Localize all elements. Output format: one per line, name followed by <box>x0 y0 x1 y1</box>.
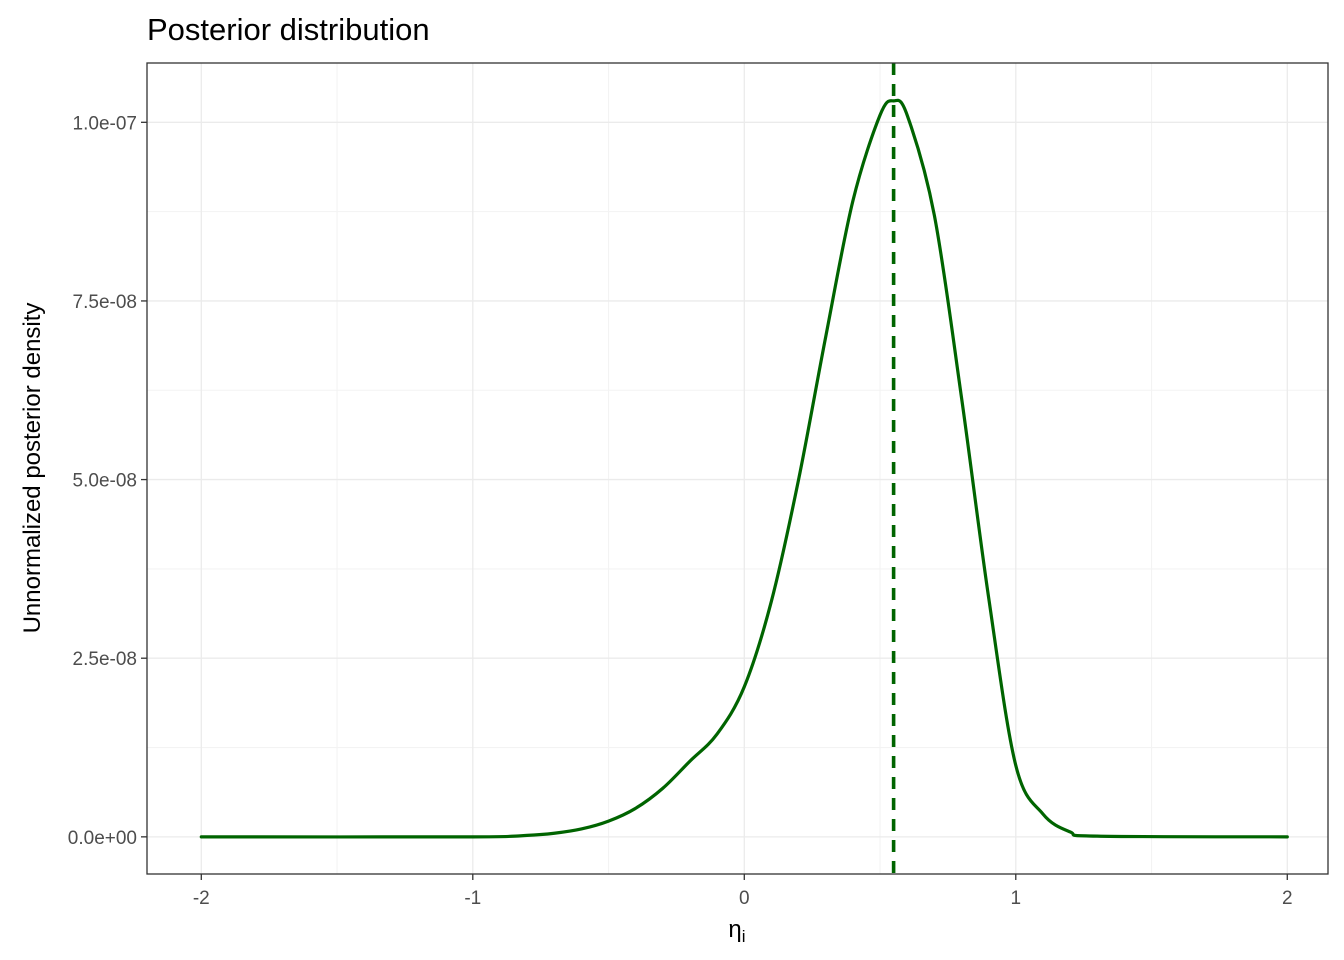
y-tick-label: 7.5e-08 <box>73 292 137 313</box>
chart-title: Posterior distribution <box>147 12 430 47</box>
x-tick-label: -2 <box>193 888 210 909</box>
x-axis: -2 -1 0 1 2 <box>193 874 1293 909</box>
plot-border <box>146 62 1329 875</box>
minor-gridlines <box>147 63 1328 874</box>
x-axis-title-main: η <box>728 916 741 943</box>
x-axis-title: ηi <box>728 916 745 946</box>
series-layer <box>199 63 1289 874</box>
x-tick-label: 2 <box>1282 888 1293 909</box>
y-axis: 0.0e+00 2.5e-08 5.0e-08 7.5e-08 1.0e-07 <box>68 113 147 849</box>
y-tick-label: 5.0e-08 <box>73 471 137 492</box>
plot-panel <box>147 63 1328 874</box>
y-tick-label: 0.0e+00 <box>68 828 137 849</box>
y-tick-label: 2.5e-08 <box>73 649 137 670</box>
x-tick-label: -1 <box>464 888 481 909</box>
major-gridlines <box>147 63 1328 874</box>
x-tick-label: 0 <box>739 888 750 909</box>
x-axis-title-subscript: i <box>742 927 746 946</box>
posterior-density-line <box>199 98 1289 839</box>
y-tick-label: 1.0e-07 <box>73 113 137 134</box>
x-tick-label: 1 <box>1010 888 1021 909</box>
y-axis-title: Unnormalized posterior density <box>19 303 46 634</box>
